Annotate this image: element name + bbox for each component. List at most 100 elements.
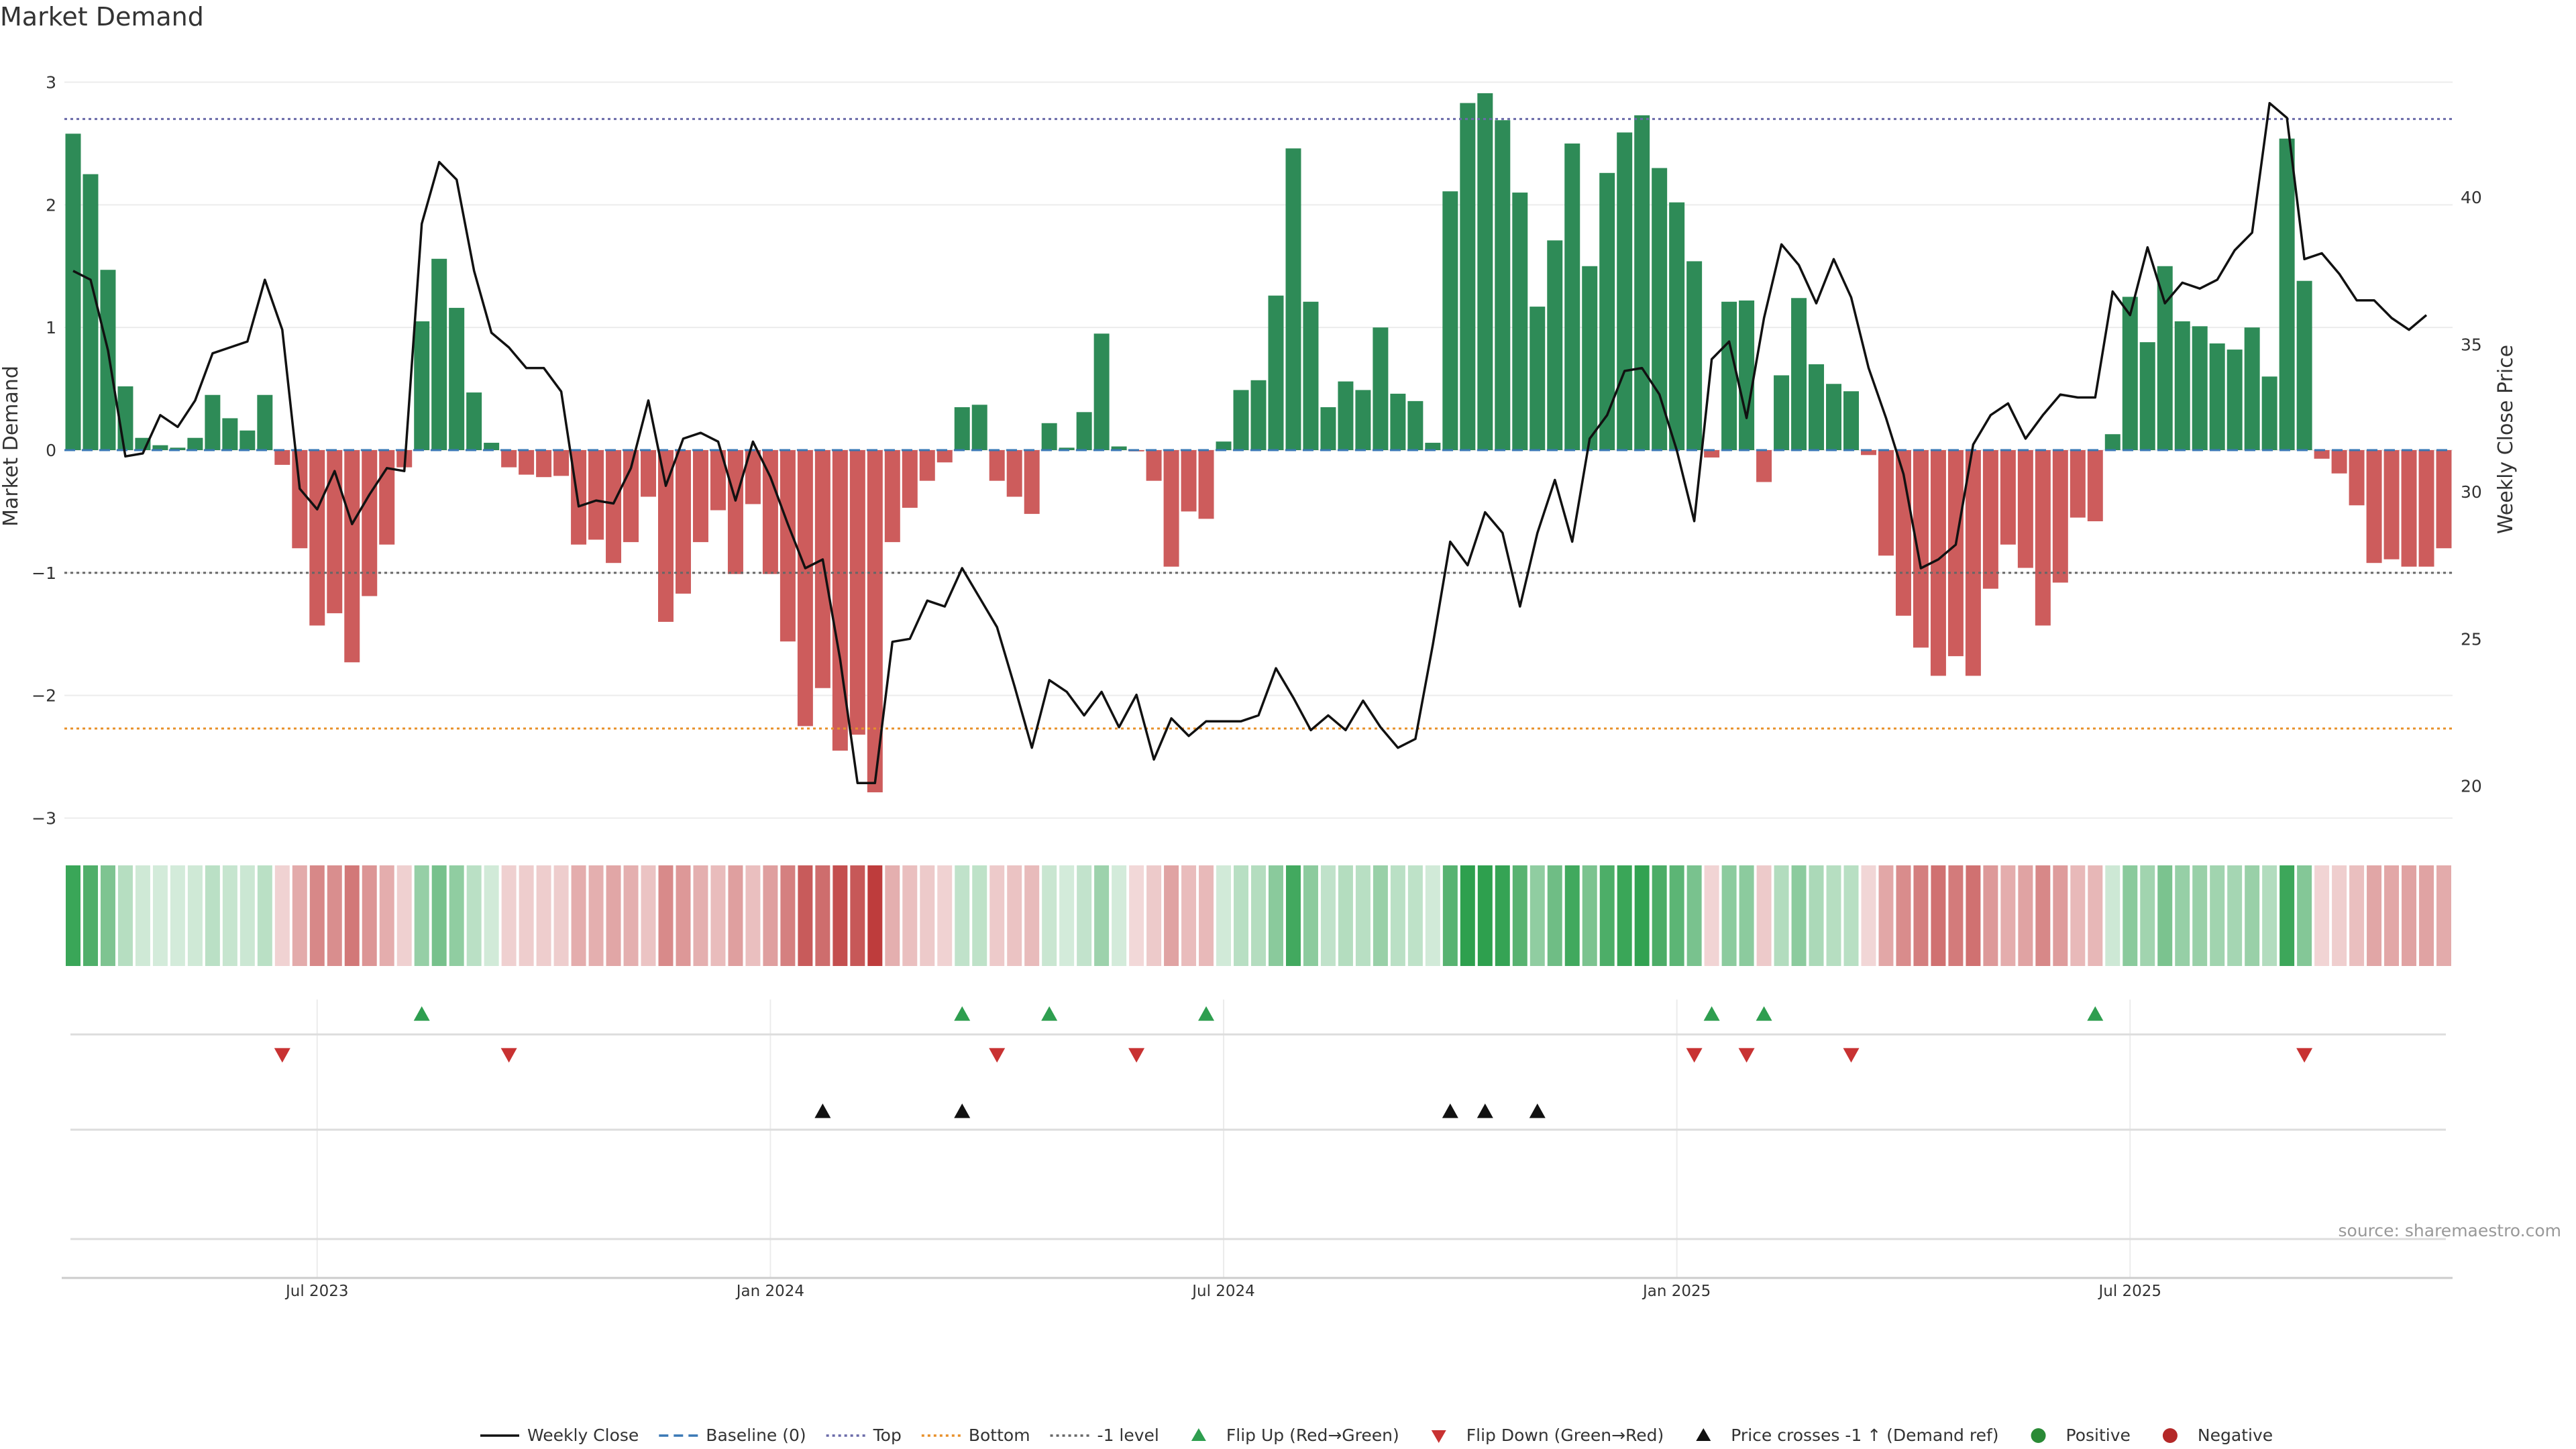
demand-strip-cell (2402, 865, 2417, 966)
demand-strip-cell (1077, 865, 1092, 966)
demand-strip-cell (2210, 865, 2225, 966)
demand-strip-cell (2367, 865, 2382, 966)
demand-bar-positive (1617, 132, 1633, 450)
demand-bar-negative (762, 450, 778, 574)
demand-bar-positive (1216, 441, 1232, 450)
demand-bar-positive (152, 445, 168, 450)
flip-down-marker (1128, 1048, 1145, 1063)
demand-bar-positive (2209, 343, 2225, 450)
demand-bar-positive (1442, 191, 1458, 450)
demand-strip-cell (2035, 865, 2051, 966)
demand-bar-positive (2139, 342, 2155, 450)
flip-down-marker (1738, 1048, 1755, 1063)
demand-strip-cell (1948, 865, 1964, 966)
demand-bar-positive (257, 394, 273, 450)
demand-bar-positive (1599, 172, 1615, 450)
demand-strip-cell (2192, 865, 2208, 966)
demand-bar-negative (919, 450, 935, 481)
demand-strip-cell (1843, 865, 1859, 966)
demand-strip-cell (2123, 865, 2138, 966)
price-cross-marker (814, 1104, 831, 1118)
demand-bar-negative (780, 450, 796, 642)
demand-strip-cell (100, 865, 115, 966)
flip-down-marker (1843, 1048, 1860, 1063)
demand-strip-cell (1181, 865, 1197, 966)
demand-strip-cell (1809, 865, 1824, 966)
source-credit: source: sharemaestro.com (2339, 1221, 2562, 1240)
demand-bar-negative (344, 450, 360, 663)
demand-strip-cell (850, 865, 865, 966)
level-lines (64, 117, 2453, 730)
demand-strip-cell (2262, 865, 2277, 966)
y-tick-label: 3 (46, 73, 56, 93)
legend-label: Negative (2198, 1426, 2273, 1445)
price-cross-marker (1442, 1104, 1458, 1118)
demand-bar-positive (1373, 327, 1389, 450)
demand-strip-cell (1477, 865, 1493, 966)
demand-bar-negative (1704, 450, 1720, 458)
demand-bar-positive (1686, 261, 1703, 450)
demand-bar-positive (1512, 193, 1528, 450)
demand-bar-negative (606, 450, 622, 564)
demand-bar-positive (1407, 400, 1424, 450)
demand-bar-positive (1355, 390, 1371, 450)
demand-color-strip (66, 865, 2451, 966)
demand-bar-positive (1582, 266, 1598, 450)
demand-bar-negative (362, 450, 378, 596)
demand-bar-negative (814, 450, 830, 688)
demand-strip-cell (2349, 865, 2365, 966)
demand-strip-cell (205, 865, 220, 966)
demand-strip-cell (1739, 865, 1754, 966)
demand-strip-cell (2297, 865, 2312, 966)
price-cross-marker (1529, 1104, 1546, 1118)
demand-strip-cell (362, 865, 377, 966)
demand-strip-cell (1686, 865, 1702, 966)
demand-strip-cell (1407, 865, 1423, 966)
demand-strip-cell (1774, 865, 1789, 966)
demand-bar-negative (309, 450, 325, 626)
demand-bar-negative (2070, 450, 2086, 518)
demand-bar-negative (2052, 450, 2068, 583)
demand-strip-cell (170, 865, 185, 966)
legend-label: Weekly Close (527, 1426, 639, 1445)
demand-strip-cell (1442, 865, 1458, 966)
demand-strip-cell (920, 865, 935, 966)
demand-strip-cell (2436, 865, 2451, 966)
demand-bar-negative (2401, 450, 2417, 567)
demand-bar-negative (710, 450, 726, 511)
demand-bar-positive (170, 447, 186, 450)
demand-bar-negative (1006, 450, 1022, 497)
demand-bar-positive (1826, 384, 1842, 450)
x-tick-label: Jul 2025 (2097, 1283, 2161, 1300)
demand-strip-cell (710, 865, 726, 966)
legend-swatch (1431, 1430, 1446, 1443)
demand-bar-negative (658, 450, 674, 622)
demand-bar-positive (2157, 266, 2173, 450)
demand-bar-negative (2436, 450, 2452, 549)
demand-bar-positive (1041, 423, 1057, 450)
demand-bar-positive (1547, 240, 1563, 450)
demand-bar-positive (1233, 390, 1249, 450)
event-markers (274, 1006, 2313, 1118)
demand-strip-cell (1373, 865, 1388, 966)
flip-down-marker (500, 1048, 517, 1063)
demand-strip-cell (519, 865, 534, 966)
demand-strip-cell (728, 865, 743, 966)
demand-strip-cell (501, 865, 517, 966)
demand-strip-cell (606, 865, 621, 966)
demand-strip-cell (676, 865, 691, 966)
demand-bar-positive (187, 437, 203, 450)
flip-up-marker (413, 1006, 430, 1021)
demand-strip-cell (1721, 865, 1737, 966)
demand-strip-cell (1529, 865, 1545, 966)
demand-strip-cell (955, 865, 970, 966)
demand-bar-negative (884, 450, 900, 543)
demand-strip-cell (2175, 865, 2190, 966)
demand-strip-cell (623, 865, 639, 966)
demand-bar-negative (1860, 450, 1876, 455)
demand-strip-cell (274, 865, 290, 966)
demand-strip-cell (1216, 865, 1232, 966)
x-tick-label: Jul 2024 (1191, 1283, 1255, 1300)
flip-down-marker (274, 1048, 290, 1063)
